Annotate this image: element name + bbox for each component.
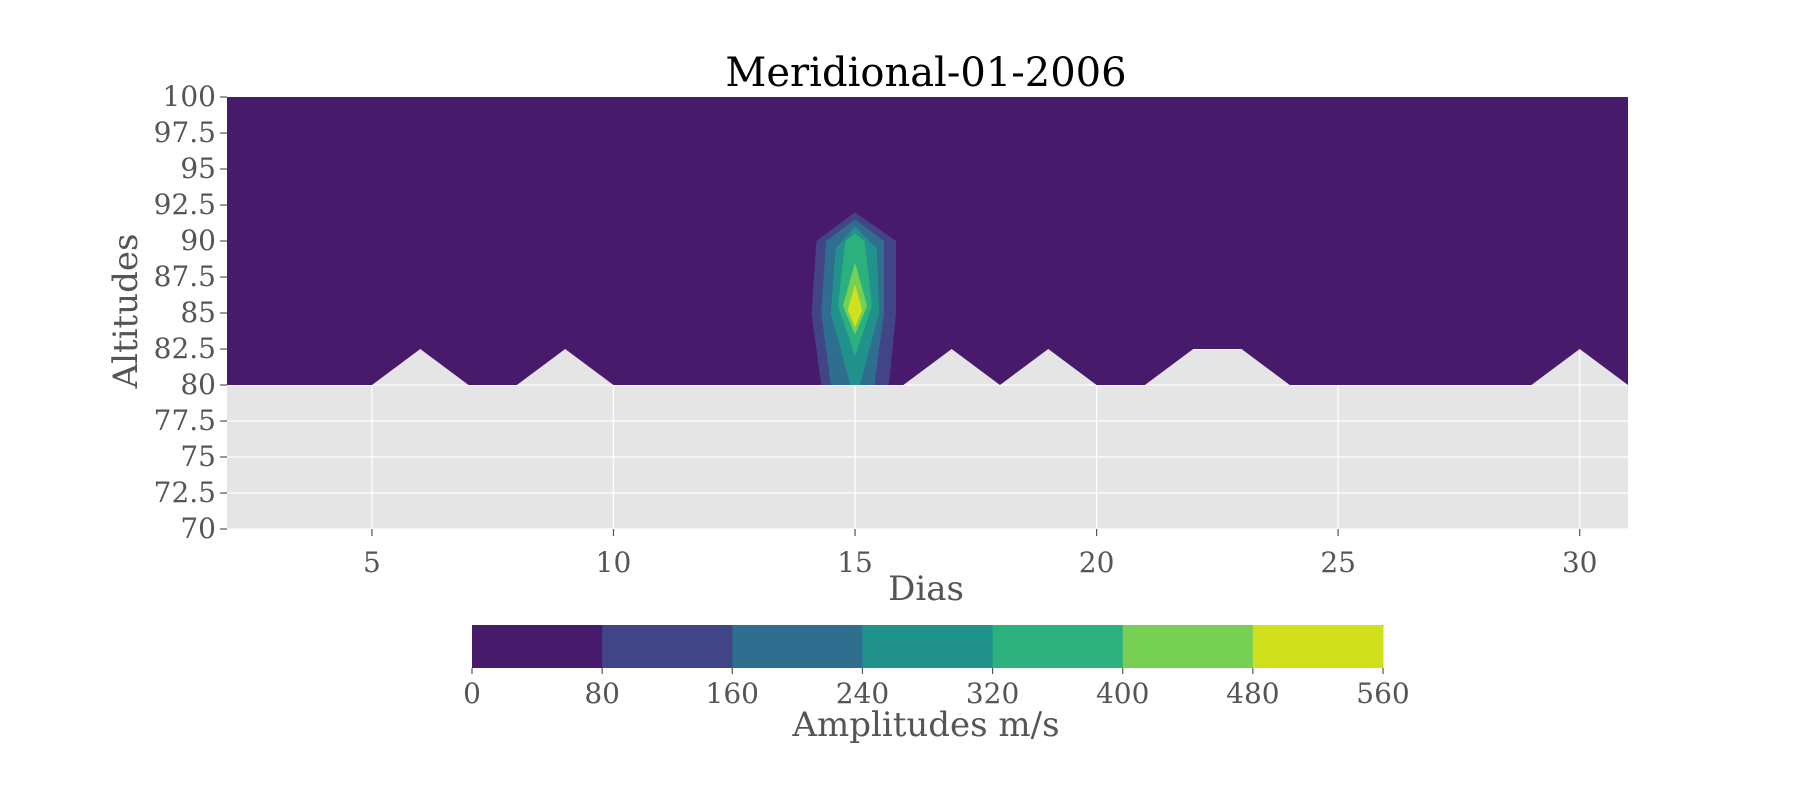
colorbar-tick-label: 240 (836, 677, 889, 710)
y-tick-label: 72.5 (154, 476, 216, 509)
y-tick-label: 87.5 (154, 260, 216, 293)
colorbar-tick-label: 160 (706, 677, 759, 710)
y-tick-label: 97.5 (154, 116, 216, 149)
colorbar-tick-label: 400 (1096, 677, 1149, 710)
y-tick-label: 75 (180, 440, 216, 473)
colorbar-segment (1122, 625, 1254, 668)
colorbar-tick-label: 80 (584, 677, 620, 710)
x-tick-label: 10 (596, 546, 632, 579)
colorbar-tick-label: 480 (1226, 677, 1279, 710)
contour-level-0 (227, 97, 1628, 385)
colorbar-tick-label: 0 (463, 677, 481, 710)
x-tick-label: 30 (1562, 546, 1598, 579)
plot-area: 5 10 15 20 25 30 7072.57577.58082.58587.59092.… (154, 80, 1628, 579)
chart-title: Meridional-01-2006 (725, 50, 1126, 96)
colorbar-tick-label: 560 (1356, 677, 1409, 710)
colorbar-segment (472, 625, 603, 668)
contour-level-6 (847, 284, 863, 328)
colorbar: 0 80 160 240 320 400 480 560 (463, 625, 1410, 710)
y-tick-label: 82.5 (154, 332, 216, 365)
x-axis-label: Dias (888, 569, 964, 609)
y-tick-label: 92.5 (154, 188, 216, 221)
y-tick-label: 95 (180, 152, 216, 185)
y-axis-label: Altitudes (106, 234, 146, 390)
y-tick-label: 70 (180, 512, 216, 545)
colorbar-label: Amplitudes m/s (791, 705, 1059, 745)
y-tick-label: 85 (180, 296, 216, 329)
x-tick-label: 15 (837, 546, 873, 579)
colorbar-segment (732, 625, 863, 668)
x-tick-label: 25 (1320, 546, 1356, 579)
y-tick-label: 80 (180, 368, 216, 401)
y-tick-label: 77.5 (154, 404, 216, 437)
colorbar-segment (992, 625, 1124, 668)
x-tick-label: 5 (363, 546, 381, 579)
colorbar-segment (1252, 625, 1384, 668)
x-tick-label: 20 (1079, 546, 1115, 579)
y-tick-label: 100 (163, 80, 216, 113)
y-tick-label: 90 (180, 224, 216, 257)
colorbar-segment (862, 625, 994, 668)
colorbar-segment (602, 625, 733, 668)
colorbar-tick-label: 320 (966, 677, 1019, 710)
